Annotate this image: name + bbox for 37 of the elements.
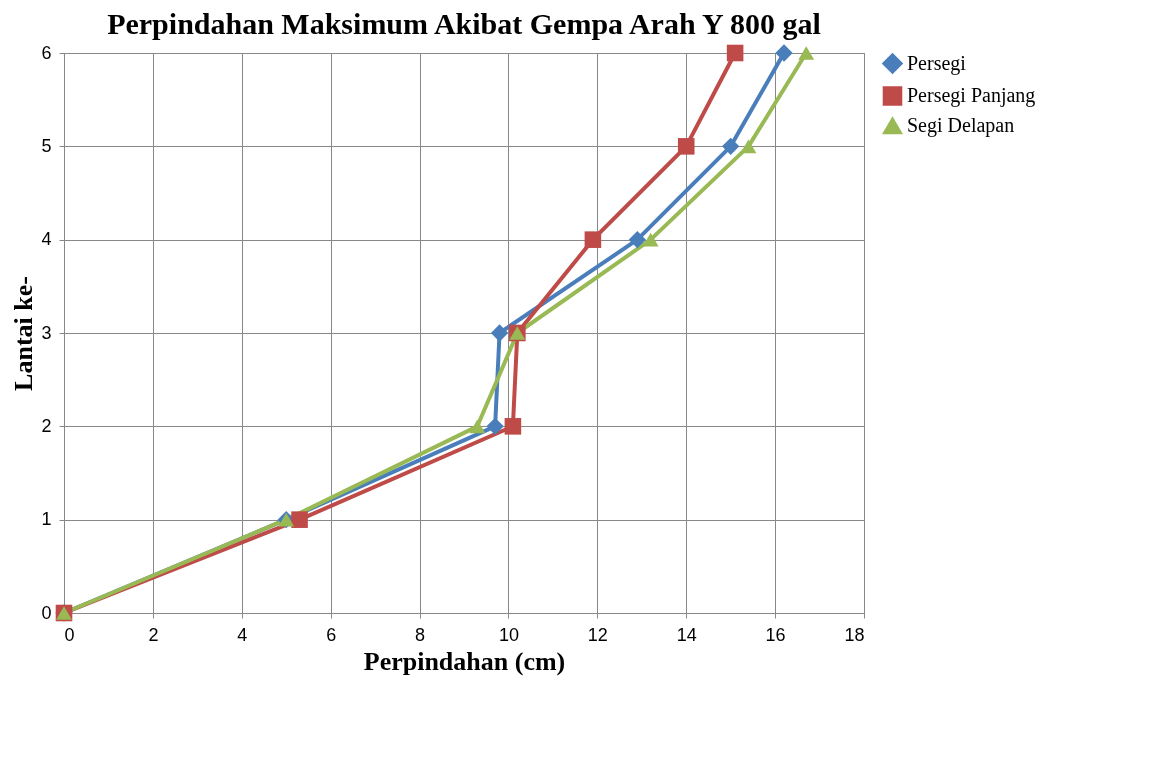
- x-axis-title: Perpindahan (cm): [363, 646, 566, 676]
- x-tick-label: 2: [148, 624, 159, 645]
- legend-label: Persegi Panjang: [907, 84, 1036, 107]
- point: [584, 231, 602, 248]
- y-tick-label: 6: [41, 42, 52, 63]
- point: [504, 418, 522, 435]
- legend-label: Persegi: [907, 51, 967, 75]
- x-tick-label: 0: [64, 624, 75, 645]
- x-tick-label: 10: [498, 624, 519, 645]
- point: [726, 44, 744, 62]
- point: [677, 138, 695, 155]
- x-tick-label: 12: [587, 624, 608, 645]
- x-tick-label: 14: [676, 624, 697, 645]
- x-tick-label: 16: [765, 624, 786, 645]
- point: [642, 232, 659, 247]
- x-tick-label: 18: [844, 624, 865, 645]
- y-tick-label: 5: [41, 135, 52, 156]
- x-tick-label: 8: [415, 624, 426, 645]
- legend-label: Segi Delapan: [907, 114, 1015, 137]
- point: [722, 137, 740, 155]
- point: [486, 417, 504, 435]
- point: [469, 419, 486, 434]
- point: [628, 231, 646, 249]
- point: [798, 46, 815, 60]
- y-tick-label: 4: [41, 229, 52, 250]
- y-tick-label: 1: [41, 509, 52, 530]
- y-tick-label: 2: [41, 415, 52, 436]
- y-tick-label: 3: [41, 322, 52, 343]
- chart-title: Perpindahan Maksimum Akibat Gempa Arah Y 800 gal: [107, 7, 821, 40]
- y-axis-title: Lantai ke-: [9, 276, 39, 391]
- point: [740, 139, 757, 154]
- point: [291, 511, 308, 528]
- point: [490, 324, 509, 342]
- x-tick-label: 6: [326, 624, 337, 645]
- x-tick-label: 4: [237, 624, 248, 645]
- point: [775, 44, 793, 62]
- y-tick-label: 0: [41, 602, 52, 623]
